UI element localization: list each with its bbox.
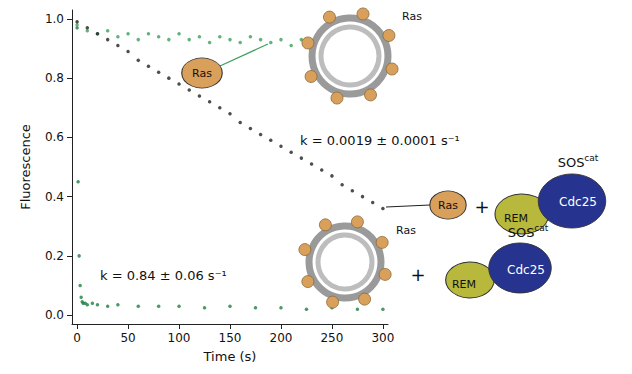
svg-text:200: 200 [270, 331, 293, 345]
svg-text:Ras: Ras [192, 67, 212, 80]
svg-text:0.6: 0.6 [45, 130, 64, 144]
svg-text:Ras: Ras [402, 10, 422, 23]
svg-text:REM: REM [452, 278, 476, 291]
svg-text:Fluorescence: Fluorescence [18, 124, 33, 210]
svg-text:k = 0.84 ± 0.06 s⁻¹: k = 0.84 ± 0.06 s⁻¹ [100, 268, 227, 283]
svg-text:0.8: 0.8 [45, 71, 64, 85]
svg-text:cat: cat [534, 223, 548, 233]
svg-text:+: + [410, 264, 425, 285]
svg-text:+: + [474, 196, 489, 217]
svg-text:150: 150 [219, 331, 242, 345]
svg-text:Cdc25: Cdc25 [507, 263, 545, 277]
svg-text:300: 300 [371, 331, 394, 345]
svg-text:SOS: SOS [508, 225, 535, 240]
svg-text:0.2: 0.2 [45, 249, 64, 263]
svg-text:Time (s): Time (s) [203, 349, 257, 364]
svg-text:Ras: Ras [396, 224, 416, 237]
svg-text:k = 0.0019 ± 0.0001 s⁻¹: k = 0.0019 ± 0.0001 s⁻¹ [300, 133, 460, 148]
svg-text:SOS: SOS [558, 155, 585, 170]
svg-text:REM: REM [504, 212, 528, 225]
svg-text:0.0: 0.0 [45, 308, 64, 322]
svg-text:Cdc25: Cdc25 [559, 195, 597, 209]
svg-text:Ras: Ras [438, 199, 458, 212]
svg-text:0: 0 [73, 331, 81, 345]
svg-text:100: 100 [168, 331, 191, 345]
svg-text:0.4: 0.4 [45, 190, 64, 204]
svg-text:250: 250 [320, 331, 343, 345]
svg-text:1.0: 1.0 [45, 12, 64, 26]
svg-text:50: 50 [120, 331, 135, 345]
svg-text:cat: cat [584, 153, 598, 163]
